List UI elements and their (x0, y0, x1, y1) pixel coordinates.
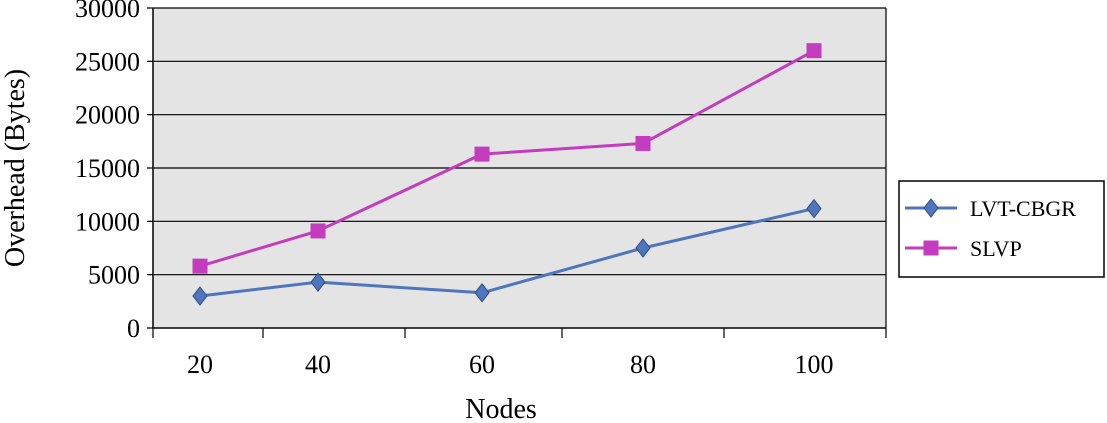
data-point (806, 43, 822, 59)
data-point (635, 135, 651, 151)
x-axis-title: Nodes (465, 394, 537, 423)
x-tick-label: 60 (469, 350, 495, 379)
x-tick-label: 80 (630, 350, 656, 379)
y-tick-label: 30000 (75, 0, 140, 23)
legend-marker (923, 198, 939, 218)
y-tick-labels: 0 5000 10000 15000 20000 25000 30000 (75, 0, 140, 343)
series-group (192, 43, 822, 306)
data-point (192, 286, 208, 306)
data-point (474, 146, 490, 162)
legend-label: LVT-CBGR (970, 196, 1076, 221)
data-point (635, 238, 651, 258)
series-slvp (192, 43, 822, 274)
grid-lines (153, 7, 886, 276)
axes (147, 7, 887, 338)
legend-label: SLVP (970, 236, 1022, 261)
x-tick-label: 40 (305, 350, 331, 379)
data-point (310, 223, 326, 239)
y-tick-label: 0 (127, 314, 140, 343)
x-tick-label: 100 (795, 350, 834, 379)
y-tick-label: 25000 (75, 47, 140, 76)
series-lvt-cbgr (192, 198, 822, 306)
x-tick-label: 20 (187, 350, 213, 379)
y-tick-label: 10000 (75, 207, 140, 236)
y-tick-label: 15000 (75, 154, 140, 183)
legend: LVT-CBGR SLVP (898, 180, 1105, 278)
data-point (474, 282, 490, 303)
y-tick-label: 20000 (75, 101, 140, 130)
legend-marker (923, 240, 939, 256)
data-point (192, 258, 208, 274)
x-tick-labels: 20 40 60 80 100 (187, 350, 834, 379)
data-point (806, 198, 822, 219)
y-tick-label: 5000 (88, 261, 140, 290)
legend-box (898, 180, 1105, 278)
y-axis-title: Overhead (Bytes) (0, 69, 31, 267)
data-point (310, 272, 326, 292)
